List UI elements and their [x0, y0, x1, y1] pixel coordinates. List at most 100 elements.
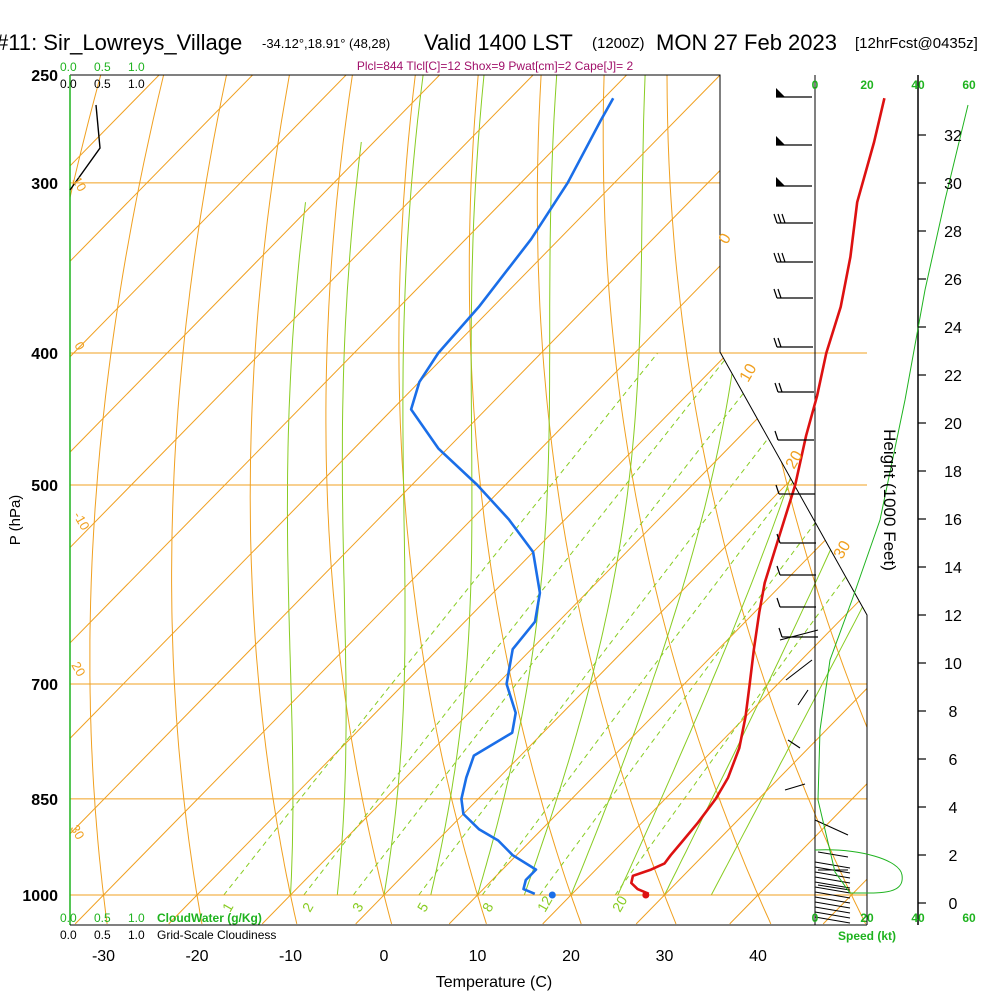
wind-barb-surface — [814, 911, 851, 919]
cloud-tick-top: 0.5 — [94, 77, 111, 91]
wind-barb-feather — [777, 337, 782, 348]
moist-adiabat — [710, 75, 867, 896]
wind-barb-low — [784, 783, 806, 791]
wind-barb-low — [817, 884, 851, 891]
dry-adiabat-label: 10 — [69, 174, 89, 194]
wind-barb-low — [817, 851, 849, 858]
dry-adiabat — [325, 75, 393, 925]
surface-dewpoint-marker — [548, 891, 556, 899]
speed-tick-top: 20 — [860, 78, 874, 92]
speed-tick-top: 0 — [812, 78, 819, 92]
pressure-tick: 1000 — [22, 888, 58, 905]
x-tick: -30 — [92, 948, 115, 965]
wind-barb-surface — [814, 881, 851, 889]
height-tick: 20 — [944, 416, 962, 433]
surface-temperature-marker — [642, 891, 650, 899]
wind-barbs — [773, 88, 851, 924]
isotherm — [822, 75, 867, 925]
mixing-ratio-label: 3 — [349, 900, 367, 915]
mixing-ratio-label: 2 — [299, 900, 317, 915]
speed-tick-bottom: 40 — [911, 911, 925, 925]
plot-boundary — [70, 74, 868, 925]
wind-barb-feather — [777, 213, 782, 224]
station-title: #11: Sir_Lowreys_Village — [0, 30, 242, 55]
cw-tick-top: 1.0 — [128, 60, 145, 74]
wind-barb-feather — [776, 533, 781, 544]
isotherm — [168, 75, 867, 925]
valid-time: Valid 1400 LST — [424, 30, 573, 55]
height-tick: 16 — [944, 512, 962, 529]
temperature-line — [630, 97, 886, 895]
wind-barb-feather — [776, 597, 781, 608]
dry-adiabat — [249, 75, 298, 925]
isotherm — [70, 75, 277, 925]
x-tick: 0 — [380, 948, 389, 965]
dry-adiabat — [468, 75, 582, 925]
cloudwater-profile — [69, 104, 101, 191]
cloud-tick-bottom: 0.0 — [60, 928, 77, 942]
mixing-ratio-line — [614, 352, 867, 896]
isotherm-label: 10 — [737, 361, 761, 385]
dry-adiabat-label: 20 — [68, 659, 88, 679]
cloudwater-ticks-bottom: 0.0 0.5 1.0 0.0 0.5 1.0 — [60, 911, 145, 942]
x-tick: -10 — [279, 948, 302, 965]
height-profile — [815, 104, 969, 894]
wind-barb-feather — [778, 382, 783, 393]
wind-barb-feather — [775, 484, 780, 495]
isotherm — [355, 75, 867, 925]
dewpoint-profile — [409, 97, 615, 899]
height-tick: 24 — [944, 320, 962, 337]
mixing-ratio-label: 20 — [609, 893, 631, 915]
height-tick: 10 — [944, 656, 962, 673]
stability-indices: Plcl=844 Tlcl[C]=12 Shox=9 Pwat[cm]=2 Ca… — [357, 59, 634, 73]
isotherm — [70, 75, 745, 925]
wind-barb-low — [814, 819, 849, 836]
dry-adiabat-label: -10 — [70, 509, 92, 533]
height-tick: 14 — [944, 560, 962, 577]
wind-barb-surface — [814, 901, 851, 909]
isobars — [70, 182, 867, 896]
wind-barb-feather — [778, 627, 783, 638]
mixing-ratio-label: 5 — [414, 900, 432, 915]
wind-barb-surface — [814, 871, 851, 879]
dry-adiabat — [398, 75, 487, 925]
mixing-ratio-line — [352, 352, 776, 896]
pressure-ticks: 250 300 400 500 700 850 1000 — [22, 68, 58, 905]
isotherm — [635, 75, 867, 925]
wind-barb-surface — [814, 861, 851, 869]
wind-barb-feather — [781, 252, 786, 263]
cloud-tick-top: 0.0 — [60, 77, 77, 91]
cw-tick-bottom: 0.5 — [94, 911, 111, 925]
dry-adiabat — [89, 75, 170, 924]
dry-adiabat — [171, 75, 233, 924]
moist-adiabat — [477, 75, 558, 896]
dewpoint-line — [409, 97, 615, 896]
cw-tick-bottom: 0.0 — [60, 911, 77, 925]
cloudwater-label: CloudWater (g/Kg) — [157, 911, 262, 925]
isotherm — [70, 75, 558, 925]
x-ticks: -30 -20 -10 0 10 20 30 40 — [92, 948, 767, 965]
wind-barb-low — [787, 739, 801, 749]
height-tick: 4 — [949, 800, 958, 817]
mixing-ratio-label: 8 — [479, 900, 497, 915]
mixing-ratio-label: 12 — [534, 893, 556, 915]
height-tick: 28 — [944, 224, 962, 241]
pressure-tick: 500 — [31, 478, 58, 495]
height-tick: 6 — [949, 752, 958, 769]
isotherm — [74, 75, 867, 925]
cloudiness-label: Grid-Scale Cloudiness — [157, 928, 276, 942]
moist-adiabat — [383, 75, 424, 896]
wind-barb-flag — [776, 177, 785, 186]
cloudwater-ticks-top: 0.0 0.5 1.0 0.0 0.5 1.0 — [60, 60, 145, 91]
pressure-tick: 400 — [31, 346, 58, 363]
wind-barb-feather — [773, 213, 778, 224]
cloudwater-trace — [69, 104, 101, 191]
height-tick: 2 — [949, 848, 958, 865]
pressure-tick: 250 — [31, 68, 58, 85]
cloud-tick-bottom: 0.5 — [94, 928, 111, 942]
speed-profile-line — [815, 104, 969, 894]
wind-barb-feather — [781, 213, 786, 224]
wind-barb-feather — [774, 382, 779, 393]
forecast-hour: [12hrFcst@0435z] — [855, 35, 978, 52]
